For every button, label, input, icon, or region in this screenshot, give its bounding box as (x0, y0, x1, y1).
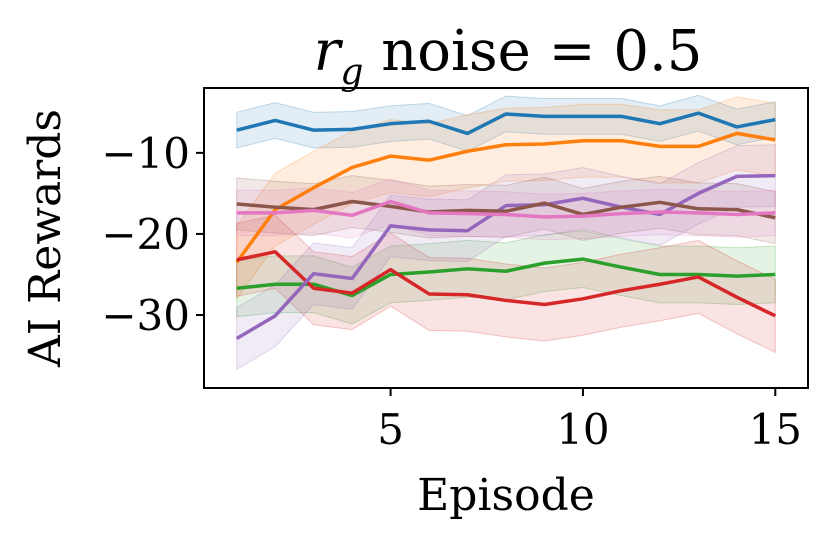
series-line-pink (236, 199, 776, 219)
series-line-purple (235, 173, 776, 341)
x-tick-label: 5 (377, 405, 404, 454)
y-axis-label: AI Rewards (20, 109, 71, 368)
band-purple (236, 144, 776, 371)
series-line-orange (235, 131, 776, 264)
band-blue (236, 94, 776, 152)
confidence-bands (236, 94, 776, 371)
x-axis-ticks: 5 10 15 (377, 388, 802, 454)
y-tick-label: −20 (101, 210, 190, 259)
series-line-brown (236, 199, 776, 220)
chart-title: rg noise = 0.5 (314, 19, 703, 93)
y-tick-label: −10 (101, 129, 190, 178)
band-green (236, 230, 776, 325)
title-symbol: r (314, 19, 344, 84)
title-rest: noise = 0.5 (363, 19, 702, 84)
plot-frame (203, 87, 809, 389)
y-axis-ticks: −10 −20 −30 (101, 129, 204, 340)
series-line-red (236, 250, 777, 318)
series-line-blue (236, 111, 776, 136)
x-tick-label: 15 (749, 405, 802, 454)
x-axis-label: Episode (417, 470, 595, 521)
series-lines (235, 111, 777, 341)
title-subscript: g (340, 52, 363, 93)
y-tick-label: −30 (101, 291, 190, 340)
x-tick-label: 10 (556, 405, 609, 454)
series-line-green (236, 257, 776, 298)
